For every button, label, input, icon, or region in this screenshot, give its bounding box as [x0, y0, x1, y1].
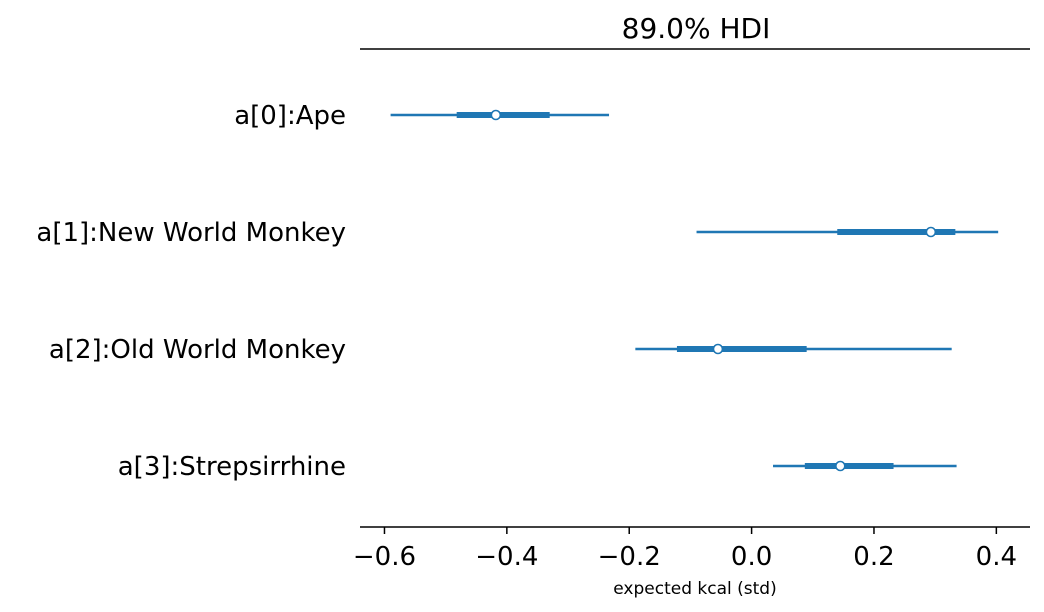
forest-rows: a[0]:Ape a[1]:New World Monkey a[2]:Old Wo… [36, 101, 999, 482]
forest-row: a[1]:New World Monkey [36, 218, 999, 248]
row-label: a[2]:Old World Monkey [49, 335, 346, 365]
row-label: a[1]:New World Monkey [36, 218, 346, 248]
point-estimate [712, 343, 724, 355]
row-label: a[3]:Strepsirrhine [118, 452, 346, 482]
forest-row: a[3]:Strepsirrhine [118, 452, 957, 482]
point-estimate [835, 460, 846, 472]
forest-row: a[2]:Old World Monkey [49, 335, 952, 365]
x-tick-label: 0.0 [731, 542, 772, 572]
forest-row: a[0]:Ape [234, 101, 610, 131]
x-tick-label: −0.2 [598, 542, 661, 572]
x-tick-label: −0.4 [475, 542, 538, 572]
point-estimate [925, 226, 937, 238]
chart-title: 89.0% HDI [622, 12, 771, 45]
row-label: a[0]:Ape [234, 101, 346, 131]
x-tick-label: −0.6 [353, 542, 416, 572]
point-estimate [490, 109, 502, 121]
x-axis-ticks: −0.6 −0.4 −0.2 0.0 0.2 0.4 [353, 527, 1017, 572]
x-axis-label: expected kcal (std) [613, 579, 776, 599]
x-tick-label: 0.2 [853, 542, 894, 572]
x-tick-label: 0.4 [976, 542, 1017, 572]
